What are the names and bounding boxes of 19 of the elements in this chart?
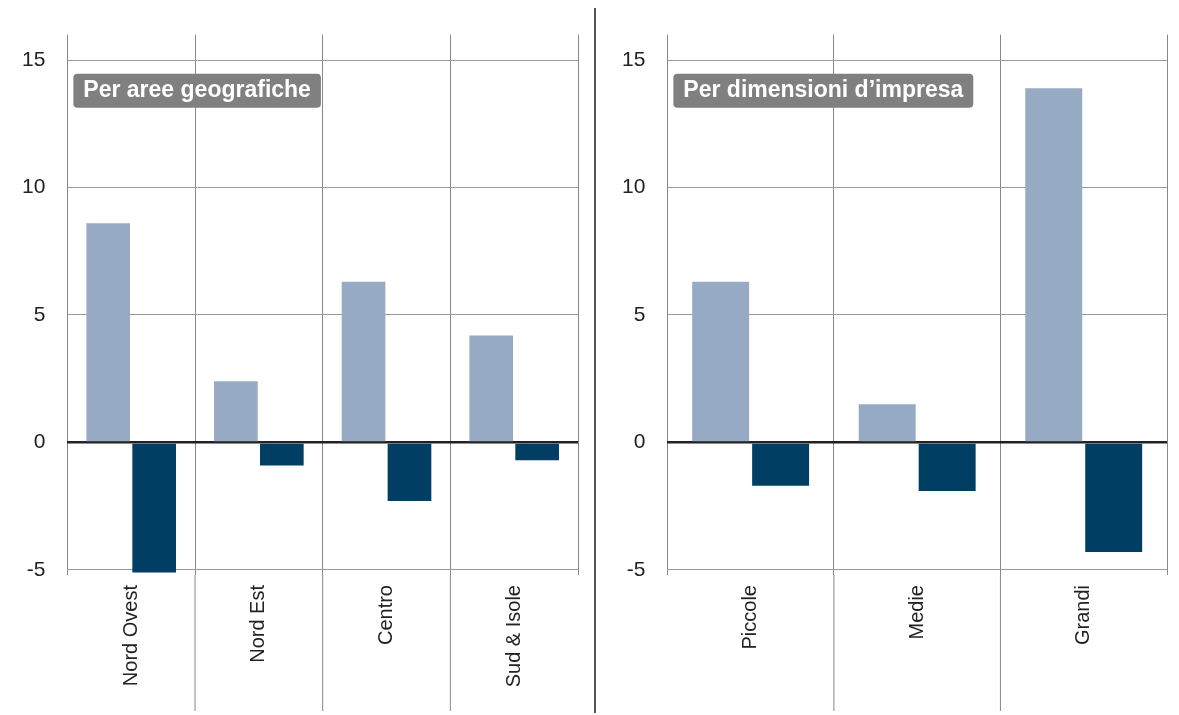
y-tick-label: 15 <box>622 46 646 70</box>
y-tick-label: 0 <box>633 429 646 453</box>
text: Per aree geografiche <box>83 76 311 103</box>
x-tick-label: Medie <box>904 585 927 640</box>
y-tick-label: 10 <box>622 174 646 198</box>
text: Per dimensioni d’impresa <box>683 76 964 103</box>
y-tick-label: 5 <box>633 301 646 325</box>
y-tick-label: 15 <box>22 46 46 70</box>
y-tick-label: -5 <box>626 556 646 580</box>
y-tick-label: 10 <box>22 174 46 198</box>
x-tick-label: Nord Est <box>246 584 269 663</box>
x-tick-label: Grandi <box>1071 585 1094 646</box>
x-tick-label: Centro <box>374 585 397 646</box>
y-tick-label: -5 <box>26 556 46 580</box>
x-tick-label: Piccole <box>738 585 761 650</box>
y-tick-label: 5 <box>33 301 46 325</box>
y-tick-label: 0 <box>33 429 46 453</box>
x-tick-label: Nord Ovest <box>118 584 141 687</box>
x-tick-label: Sud & Isole <box>501 585 524 688</box>
